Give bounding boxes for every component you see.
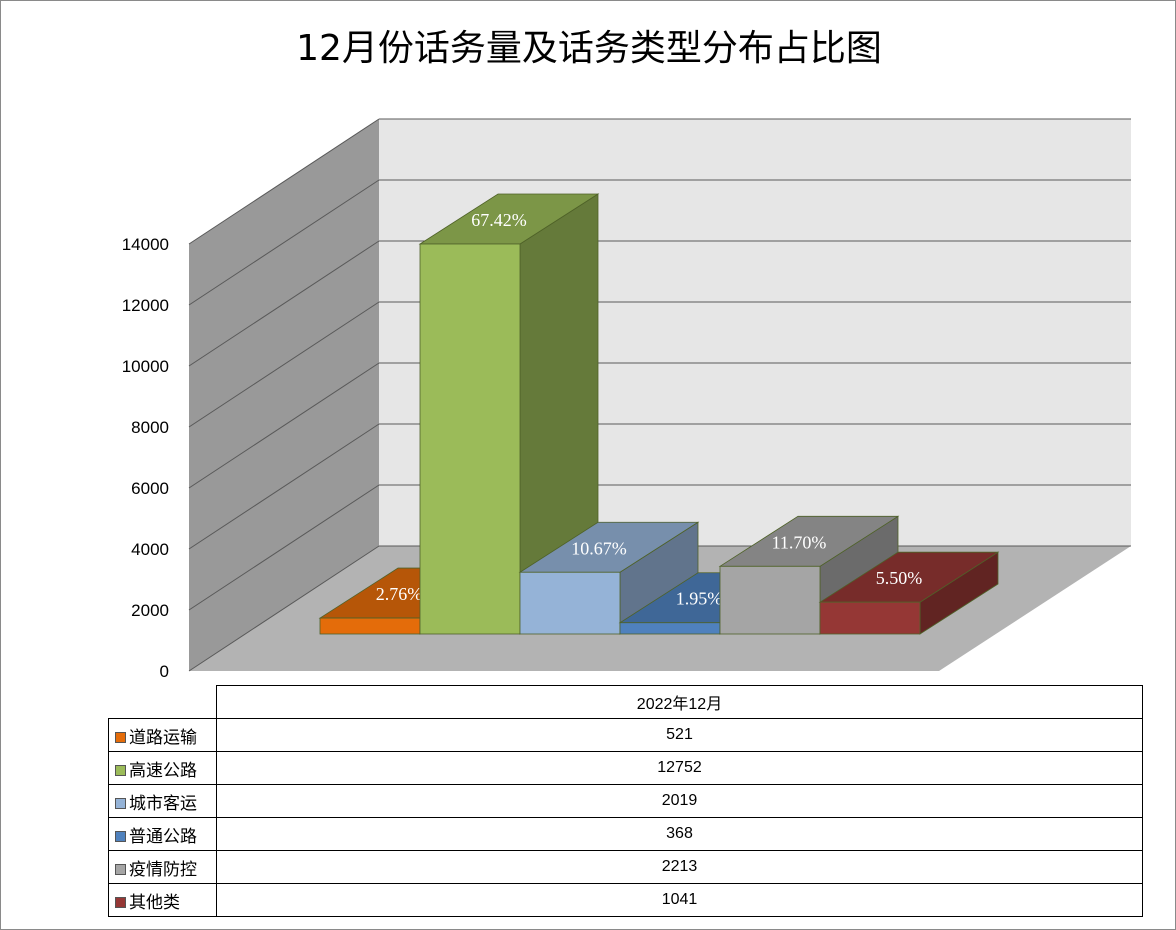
legend-swatch [115,897,126,908]
bar-front [819,601,921,635]
gridline-side [188,484,380,611]
y-tick-label: 4000 [131,540,169,559]
side-wall [189,119,379,671]
legend-swatch [115,831,126,842]
gridline-side [188,118,380,245]
bar-2: 67.42% [418,193,600,635]
legend-swatch [115,864,126,875]
series-value: 521 [216,718,1143,752]
table-column-header: 2022年12月 [216,685,1143,719]
table-row: 普通公路 368 [108,817,1143,851]
legend-swatch [115,765,126,776]
table-row: 疫情防控 2213 [108,850,1143,884]
data-label: 10.67% [571,538,627,558]
legend-entry: 高速公路 [108,751,217,785]
y-tick-label: 10000 [122,357,169,376]
data-label: 1.95% [676,589,723,609]
series-value: 2019 [216,784,1143,818]
series-value: 1041 [216,883,1143,917]
y-tick-label: 0 [160,662,169,681]
gridline-side [188,301,380,428]
table-row: 城市客运 2019 [108,784,1143,818]
series-value: 368 [216,817,1143,851]
table-row: 高速公路 12752 [108,751,1143,785]
y-tick-label: 14000 [122,235,169,254]
bar-front [519,571,621,635]
series-name: 普通公路 [129,826,197,847]
gridline-side [188,545,380,672]
legend-swatch [115,732,126,743]
gridline-side [188,179,380,306]
y-tick-label: 8000 [131,418,169,437]
bar-front [419,243,521,635]
series-name: 疫情防控 [129,859,197,880]
gridline-side [188,362,380,489]
bar-front [719,565,821,635]
bar-front [319,617,421,635]
series-name: 城市客运 [129,793,197,814]
legend-entry: 道路运输 [108,718,217,752]
legend-entry: 普通公路 [108,817,217,851]
data-table: 2022年12月 道路运输 521 高速公路 12752 城市客运 2019 普通公路 368… [108,685,1143,917]
series-value: 2213 [216,850,1143,884]
table-corner [109,686,217,719]
y-tick-label: 12000 [122,296,169,315]
bar-5: 11.70% [718,515,900,635]
data-label: 67.42% [471,210,527,230]
data-label: 11.70% [772,532,827,552]
bar-3: 10.67% [518,521,700,635]
legend-entry: 城市客运 [108,784,217,818]
legend-entry: 其他类 [108,883,217,917]
gridline-side [188,240,380,367]
chart-plot: 0 2000 4000 6000 8000 10000 12000 14000 2.76% 67.… [122,118,1131,681]
y-tick-label: 6000 [131,479,169,498]
series-name: 高速公路 [129,760,197,781]
data-label: 5.50% [876,568,923,588]
series-value: 12752 [216,751,1143,785]
bar-front [619,622,721,635]
y-tick-label: 2000 [131,601,169,620]
series-name: 道路运输 [129,727,197,748]
table-row: 道路运输 521 [108,718,1143,752]
legend-swatch [115,798,126,809]
series-name: 其他类 [129,892,180,913]
table-row: 其他类 1041 [108,883,1143,917]
gridline-side [188,423,380,550]
data-label: 2.76% [376,584,423,604]
legend-entry: 疫情防控 [108,850,217,884]
chart-title: 12月份话务量及话务类型分布占比图 [296,28,882,69]
bar-6: 5.50% [818,551,1000,635]
